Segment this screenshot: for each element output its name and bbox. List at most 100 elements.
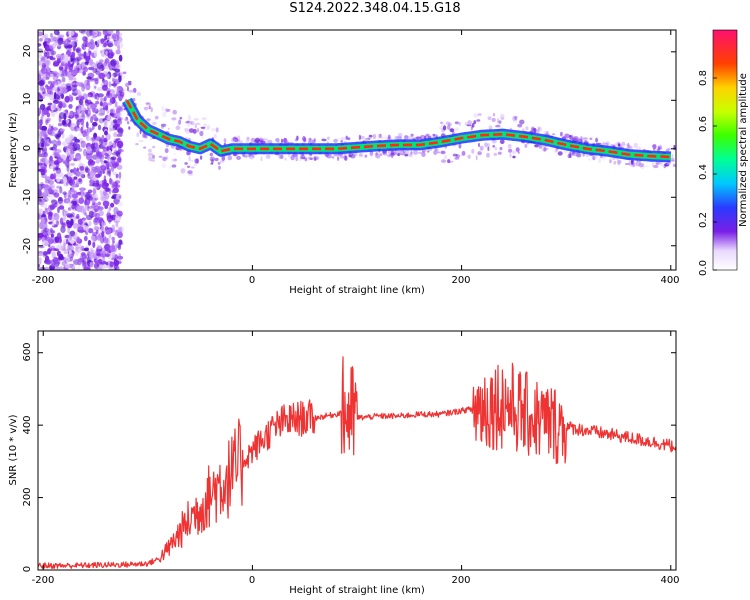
heatmap-cell bbox=[91, 201, 96, 206]
heatmap-cell bbox=[65, 181, 69, 186]
heatmap-cell bbox=[105, 50, 108, 56]
heatmap-cell bbox=[73, 32, 79, 37]
heatmap-cell bbox=[116, 157, 122, 163]
heatmap-cell bbox=[390, 152, 394, 159]
heatmap-x-tick-label: 400 bbox=[660, 275, 679, 286]
heatmap-cell bbox=[94, 212, 100, 219]
heatmap-cell bbox=[38, 208, 43, 212]
heatmap-cell bbox=[348, 154, 352, 158]
heatmap-cell bbox=[179, 116, 183, 120]
heatmap-cell bbox=[64, 95, 70, 103]
heatmap-cell bbox=[91, 136, 97, 141]
heatmap-cell bbox=[507, 144, 512, 149]
heatmap-cell bbox=[333, 153, 339, 157]
heatmap-cell bbox=[62, 86, 68, 95]
heatmap-cell bbox=[102, 237, 109, 244]
heatmap-cell bbox=[40, 116, 44, 122]
heatmap-cell bbox=[74, 216, 80, 220]
heatmap-cell bbox=[106, 173, 110, 177]
heatmap-cell bbox=[387, 153, 393, 157]
heatmap-cell bbox=[111, 236, 115, 241]
heatmap-cell bbox=[50, 245, 56, 251]
heatmap-cell bbox=[38, 257, 43, 262]
heatmap-cell bbox=[92, 67, 98, 74]
heatmap-cell bbox=[117, 128, 123, 132]
heatmap-cell bbox=[70, 187, 75, 193]
heatmap-cell bbox=[79, 166, 85, 171]
heatmap-cell bbox=[48, 156, 54, 164]
heatmap-cell bbox=[39, 103, 46, 111]
heatmap-cell bbox=[92, 121, 98, 127]
heatmap-cell bbox=[418, 151, 423, 154]
heatmap-cell bbox=[107, 42, 114, 48]
heatmap-cell bbox=[50, 110, 56, 118]
heatmap-cell bbox=[116, 164, 123, 170]
heatmap-cell bbox=[194, 124, 197, 129]
heatmap-cell bbox=[108, 233, 112, 239]
heatmap-cell bbox=[109, 108, 116, 114]
heatmap-cell bbox=[486, 152, 490, 158]
heatmap-cell bbox=[45, 259, 52, 265]
heatmap-cell bbox=[49, 50, 57, 56]
heatmap-cell bbox=[515, 147, 520, 152]
heatmap-cell bbox=[109, 120, 114, 127]
heatmap-cell bbox=[38, 232, 44, 238]
heatmap-cell bbox=[498, 126, 504, 129]
heatmap-cell bbox=[78, 132, 82, 137]
heatmap-cell bbox=[563, 150, 568, 154]
heatmap-cell bbox=[517, 151, 520, 154]
heatmap-cell bbox=[569, 136, 573, 140]
heatmap-cell bbox=[109, 97, 113, 104]
heatmap-cell bbox=[101, 230, 105, 238]
heatmap-y-axis-label: Frequency (Hz) bbox=[8, 112, 19, 188]
heatmap-cell bbox=[655, 148, 660, 152]
heatmap-cell bbox=[380, 136, 384, 140]
heatmap-cell bbox=[670, 159, 676, 162]
heatmap-cell bbox=[344, 155, 348, 161]
heatmap-cell bbox=[101, 164, 106, 170]
snr-x-tick-label: 400 bbox=[660, 575, 679, 586]
heatmap-y-tick-label: 0 bbox=[22, 145, 33, 151]
heatmap-cell bbox=[114, 101, 118, 108]
heatmap-cell bbox=[102, 265, 110, 269]
heatmap-cell bbox=[63, 176, 68, 184]
heatmap-cell bbox=[403, 135, 409, 140]
heatmap-cell bbox=[68, 249, 72, 255]
heatmap-cell bbox=[46, 119, 50, 123]
heatmap-cell bbox=[99, 59, 104, 63]
heatmap-cell bbox=[65, 148, 71, 156]
heatmap-cell bbox=[40, 229, 48, 234]
heatmap-cell bbox=[110, 73, 115, 78]
heatmap-cell bbox=[209, 152, 213, 157]
heatmap-cell bbox=[93, 50, 98, 58]
heatmap-cell bbox=[47, 127, 53, 135]
heatmap-cell bbox=[588, 158, 591, 161]
heatmap-cell bbox=[103, 119, 109, 128]
heatmap-cell bbox=[136, 132, 140, 137]
heatmap-cell bbox=[94, 142, 99, 148]
heatmap-cell bbox=[525, 126, 529, 131]
heatmap-cell bbox=[297, 157, 303, 161]
heatmap-cell bbox=[40, 67, 48, 74]
heatmap-cell bbox=[568, 152, 572, 155]
heatmap-cell bbox=[50, 81, 56, 85]
heatmap-cell bbox=[98, 118, 105, 124]
heatmap-cell bbox=[446, 124, 451, 130]
heatmap-cell bbox=[201, 136, 204, 139]
heatmap-cell bbox=[92, 147, 98, 151]
heatmap-cell bbox=[284, 157, 287, 161]
heatmap-cell bbox=[601, 156, 606, 162]
heatmap-cell bbox=[80, 252, 86, 256]
heatmap-cell bbox=[105, 92, 113, 99]
heatmap-cell bbox=[61, 133, 65, 139]
heatmap-cell bbox=[103, 61, 108, 67]
heatmap-cell bbox=[96, 62, 104, 70]
heatmap-cell bbox=[38, 70, 41, 74]
heatmap-cell bbox=[91, 114, 98, 121]
heatmap-cell bbox=[38, 189, 42, 197]
heatmap-cell bbox=[47, 45, 54, 51]
heatmap-cell bbox=[98, 112, 105, 116]
heatmap-cell bbox=[108, 206, 112, 211]
heatmap-cell bbox=[38, 60, 42, 66]
heatmap-cell bbox=[404, 135, 410, 138]
